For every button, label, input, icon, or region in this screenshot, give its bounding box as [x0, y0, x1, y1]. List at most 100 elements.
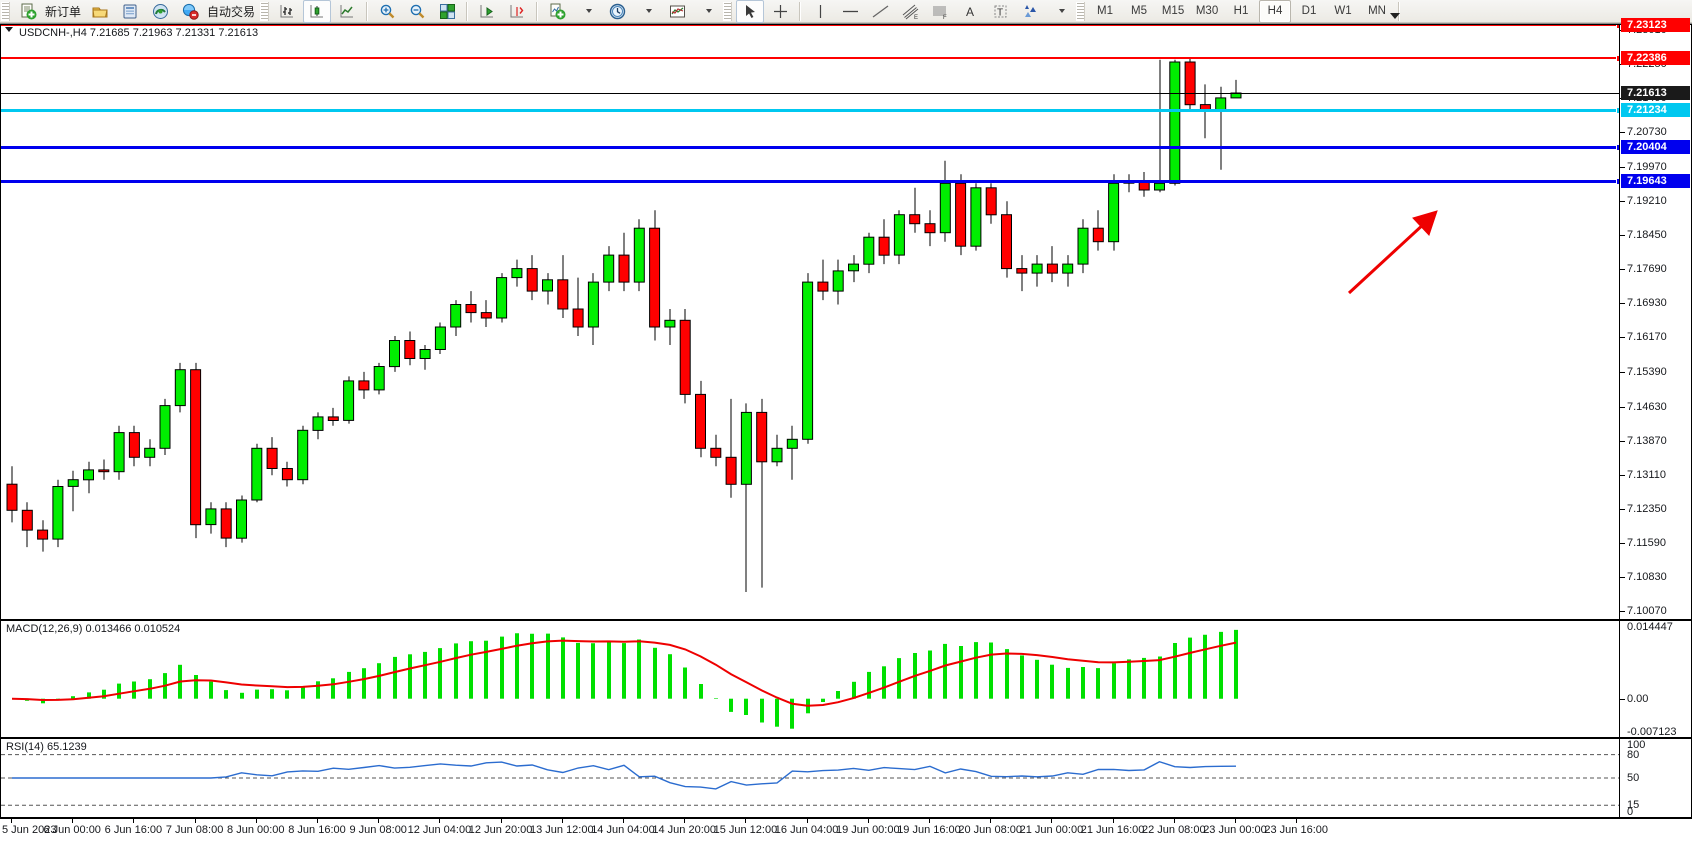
- toolbar-separator-4: [799, 1, 802, 21]
- time-axis-label: 23 Jun 00:00: [1203, 824, 1267, 836]
- indicators-dropdown-caret[interactable]: [573, 0, 601, 23]
- price-pane[interactable]: USDCNH-,H4 7.21685 7.21963 7.21331 7.216…: [0, 18, 1692, 620]
- time-axis-tick: [133, 819, 135, 823]
- price-scale[interactable]: 7.230107.222507.214907.207307.199707.192…: [1619, 18, 1691, 619]
- time-axis-label: 12 Jun 04:00: [407, 824, 472, 836]
- price-scale-tick: [1620, 200, 1625, 202]
- price-scale-tick: [1620, 406, 1625, 408]
- objects-dropdown-caret[interactable]: [1046, 0, 1074, 23]
- hline-support-lower[interactable]: [1, 178, 1619, 186]
- templates-icon[interactable]: [663, 0, 691, 23]
- time-axis-label: 7 Jun 08:00: [165, 824, 224, 836]
- zoom-out-icon[interactable]: [403, 0, 431, 23]
- timeframe-h1[interactable]: H1: [1233, 5, 1249, 17]
- objects-icon[interactable]: [1016, 0, 1044, 23]
- templates-dropdown-caret[interactable]: [693, 0, 721, 23]
- periods-dropdown-caret[interactable]: [633, 0, 661, 23]
- macd-pane[interactable]: MACD(12,26,9) 0.013466 0.010524 0.014447…: [0, 620, 1692, 738]
- hline-support-upper[interactable]: [1, 144, 1619, 152]
- time-axis[interactable]: 5 Jun 2023 6 Jun 00:00 6 Jun 16:00 7 Jun 08…: [0, 818, 1692, 844]
- rsi-scale[interactable]: 100 80 50 15 0: [1619, 739, 1691, 818]
- time-axis-tick: [684, 819, 686, 823]
- price-scale-tick: [1620, 440, 1625, 442]
- price-plot-area[interactable]: [1, 25, 1619, 619]
- zoom-in-icon[interactable]: [373, 0, 401, 23]
- rsi-plot-area[interactable]: [1, 739, 1619, 817]
- candlestick-chart-icon[interactable]: [303, 0, 332, 23]
- price-tag[interactable]: 7.20404: [1621, 140, 1690, 155]
- hline-last-price[interactable]: [1, 92, 1619, 94]
- hline-resistance-upper[interactable]: [1, 25, 1619, 29]
- time-axis-tick: [378, 819, 380, 823]
- hline-handle[interactable]: [1616, 106, 1619, 114]
- scroll-down-caret-icon[interactable]: [1390, 13, 1400, 19]
- trendline-icon[interactable]: [866, 0, 894, 23]
- time-axis-label: 16 Jun 04:00: [774, 824, 839, 836]
- macd-scale[interactable]: 0.014447 0.00 -0.007123: [1619, 621, 1691, 738]
- tile-windows-icon[interactable]: [433, 0, 461, 23]
- timeframe-m15[interactable]: M15: [1161, 5, 1185, 17]
- hline-cyan-level[interactable]: [1, 106, 1619, 114]
- vertical-line-icon[interactable]: [806, 0, 834, 23]
- chart-window[interactable]: USDCNH-,H4 7.21685 7.21963 7.21331 7.216…: [0, 13, 1692, 844]
- time-axis-tick: [439, 819, 441, 823]
- text-icon[interactable]: A: [956, 0, 984, 23]
- toolbar-grip[interactable]: [1, 1, 10, 21]
- hline-resistance-lower[interactable]: [1, 55, 1619, 63]
- timeframe-m5[interactable]: M5: [1131, 5, 1148, 17]
- chart-collapse-icon[interactable]: [5, 27, 13, 32]
- timeframe-h4[interactable]: H4: [1259, 0, 1292, 23]
- equidistant-channel-icon[interactable]: E: [896, 0, 924, 23]
- price-tag[interactable]: 7.22386: [1621, 51, 1690, 66]
- autotrading-label[interactable]: 自动交易: [207, 4, 256, 19]
- timeframe-m1[interactable]: M1: [1097, 5, 1114, 17]
- autotrading-icon[interactable]: [176, 0, 204, 23]
- hline-handle[interactable]: [1616, 25, 1619, 29]
- fibonacci-icon[interactable]: F: [926, 0, 954, 23]
- time-axis-label: 8 Jun 00:00: [227, 824, 285, 836]
- crosshair-icon[interactable]: [766, 0, 794, 23]
- timeframe-grip[interactable]: [1076, 1, 1086, 21]
- text-label-icon[interactable]: T: [986, 0, 1014, 23]
- rsi-series: [1, 739, 1619, 817]
- market-watch-icon[interactable]: [146, 0, 174, 23]
- timeframe-d1[interactable]: D1: [1301, 5, 1317, 17]
- price-scale-tick: [1620, 372, 1625, 374]
- navigator-icon[interactable]: [116, 0, 144, 23]
- new-order-icon[interactable]: [14, 0, 42, 23]
- shift-end-icon[interactable]: [503, 0, 531, 23]
- time-axis-label: 15 Jun 12:00: [713, 824, 778, 836]
- rsi-pane[interactable]: RSI(14) 65.1239 100 80 50 15 0: [0, 738, 1692, 818]
- svg-text:E: E: [914, 15, 918, 20]
- price-tag[interactable]: 7.21613: [1621, 85, 1690, 100]
- rsi-scale-label: 80: [1627, 748, 1640, 761]
- price-tag[interactable]: 7.21234: [1621, 102, 1690, 117]
- timeframe-mn[interactable]: MN: [1368, 5, 1386, 17]
- time-axis-label: 13 Jun 12:00: [529, 824, 594, 836]
- horizontal-line-icon[interactable]: [836, 0, 864, 23]
- macd-plot-area[interactable]: [1, 621, 1619, 737]
- draw-tools-grip[interactable]: [723, 1, 733, 21]
- periods-icon[interactable]: [603, 0, 631, 23]
- open-data-folder-icon[interactable]: [86, 0, 114, 23]
- rsi-label: RSI(14) 65.1239: [6, 741, 90, 753]
- chart-type-group-grip[interactable]: [260, 1, 270, 21]
- bar-chart-icon[interactable]: [273, 0, 301, 23]
- new-order-label[interactable]: 新订单: [45, 4, 82, 19]
- hline-handle[interactable]: [1616, 55, 1619, 63]
- hline-handle[interactable]: [1616, 178, 1619, 186]
- line-chart-icon[interactable]: [333, 0, 361, 23]
- indicators-icon[interactable]: [543, 0, 571, 23]
- time-axis-tick: [990, 819, 992, 823]
- hline-handle[interactable]: [1616, 144, 1619, 152]
- price-scale-tick: [1620, 508, 1625, 510]
- price-tag[interactable]: 7.23123: [1621, 18, 1690, 32]
- main-toolbar[interactable]: 新订单 自动交易: [0, 0, 1692, 23]
- cursor-icon[interactable]: [736, 0, 765, 23]
- auto-scroll-icon[interactable]: [473, 0, 501, 23]
- timeframe-m30[interactable]: M30: [1195, 5, 1219, 17]
- price-scale-tick: [1620, 166, 1625, 168]
- time-axis-label: 19 Jun 16:00: [897, 824, 961, 836]
- timeframe-w1[interactable]: W1: [1334, 5, 1352, 17]
- price-tag[interactable]: 7.19643: [1621, 174, 1690, 189]
